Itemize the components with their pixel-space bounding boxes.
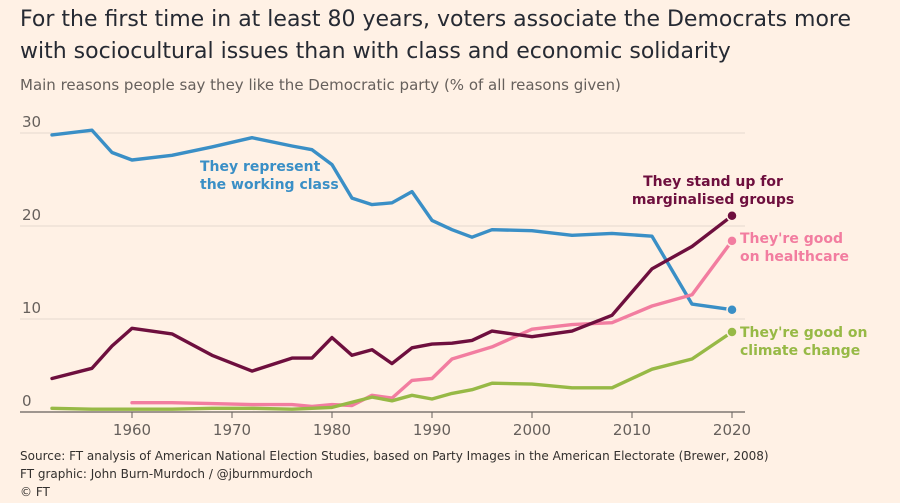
end-marker-healthcare (726, 235, 738, 247)
x-tick-label: 2010 (613, 421, 651, 439)
x-tick-label: 2000 (513, 421, 551, 439)
y-tick-label: 30 (22, 113, 41, 131)
series-label-marginalised-groups: They stand up for marginalised groups (632, 174, 794, 208)
chart-footer: Source: FT analysis of American National… (20, 447, 769, 501)
x-tick-label: 1990 (413, 421, 451, 439)
end-marker-marginalised-groups (726, 210, 738, 222)
axis-labels: 0 10 20 30 1960 1970 1980 1990 2000 2010 2020 (22, 113, 751, 439)
series-label-healthcare: They're good on healthcare (740, 231, 849, 265)
y-tick-label: 20 (22, 206, 41, 224)
x-tick-label: 2020 (713, 421, 751, 439)
y-tick-label: 0 (22, 392, 32, 410)
series-line-climate-change (50, 330, 734, 411)
series-label-working-class: They represent the working class (200, 159, 339, 193)
y-tick-label: 10 (22, 299, 41, 317)
chart-title: For the first time in at least 80 years,… (20, 7, 852, 64)
end-marker-working-class (726, 303, 738, 316)
series-line-marginalised-groups (50, 214, 734, 381)
series-label-climate-change: They're good on climate change (740, 325, 867, 359)
graphic-credit: FT graphic: John Burn-Murdoch / @jburnmu… (20, 467, 313, 481)
series-line-working-class (50, 128, 734, 312)
end-marker-climate-change (726, 326, 738, 338)
x-tick-label: 1970 (213, 421, 251, 439)
series-line-healthcare (130, 239, 734, 409)
chart-subtitle: Main reasons people say they like the De… (20, 76, 621, 94)
x-tick-label: 1980 (313, 421, 351, 439)
source-note: Source: FT analysis of American National… (20, 449, 769, 463)
x-tick-label: 1960 (113, 421, 151, 439)
series-lines (50, 128, 738, 411)
series-labels: They represent the working class They stan… (200, 159, 867, 359)
ft-copyright: © FT (20, 485, 50, 499)
gridlines (20, 132, 745, 418)
